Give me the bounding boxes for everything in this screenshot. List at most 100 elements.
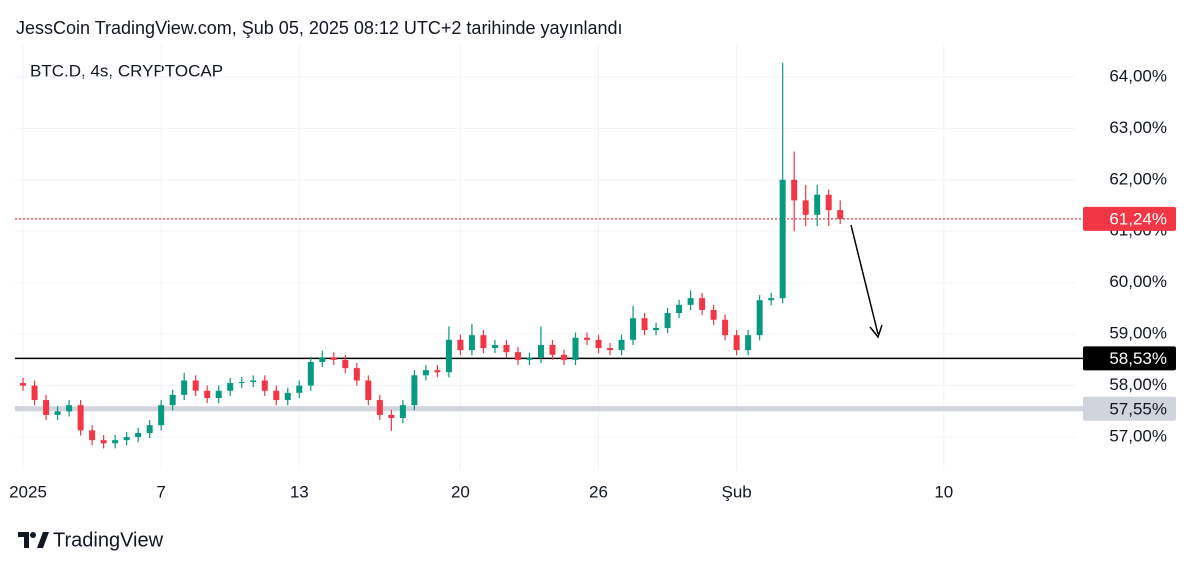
candle-body xyxy=(802,200,809,215)
candle-body xyxy=(123,437,130,441)
annotation-arrow xyxy=(850,224,879,335)
candle-body xyxy=(250,380,257,383)
brand-name: TradingView xyxy=(53,529,164,551)
candle-body xyxy=(227,383,234,391)
candle-body xyxy=(549,344,556,355)
x-tick-label: 26 xyxy=(589,482,608,501)
x-tick-label: 2025 xyxy=(9,482,47,501)
price-badge-label: 61,24% xyxy=(1109,209,1167,228)
candle-body xyxy=(169,394,176,406)
candle-body xyxy=(618,339,625,351)
candle-body xyxy=(699,298,706,310)
candle-body xyxy=(630,318,637,340)
candle-body xyxy=(112,440,119,444)
annotation-arrow-head xyxy=(869,324,883,339)
candle-body xyxy=(457,339,464,351)
candle-body xyxy=(837,210,844,219)
price-badge xyxy=(1083,396,1176,421)
candle-body xyxy=(215,390,222,398)
candle-body xyxy=(745,335,752,351)
candle-body xyxy=(676,304,683,314)
candle-body xyxy=(146,425,153,433)
candle-body xyxy=(664,313,671,328)
candle-body xyxy=(388,414,395,419)
price-badge-label: 58,53% xyxy=(1109,349,1167,368)
candle-body xyxy=(607,348,614,351)
candle-body xyxy=(756,300,763,336)
candle-body xyxy=(468,335,475,351)
candle-body xyxy=(296,385,303,393)
candle-body xyxy=(491,344,498,349)
candle-body xyxy=(342,359,349,369)
candle-body xyxy=(100,440,107,444)
candle-body xyxy=(526,357,533,360)
candle-body xyxy=(814,194,821,215)
candle-body xyxy=(399,405,406,419)
candle-body xyxy=(503,344,510,353)
candle-body xyxy=(158,405,165,426)
candle-body xyxy=(66,405,73,412)
candle-body xyxy=(687,298,694,305)
candle-body xyxy=(238,382,245,384)
x-tick-label: 20 xyxy=(451,482,470,501)
candle-body xyxy=(445,339,452,373)
symbol-info: BTC.D, 4s, CRYPTOCAP xyxy=(30,61,223,80)
candle-body xyxy=(261,380,268,391)
x-tick-label: Şub xyxy=(722,482,752,501)
candle-body xyxy=(181,380,188,395)
candle-body xyxy=(319,357,326,362)
candle-body xyxy=(204,390,211,398)
candle-body xyxy=(733,335,740,351)
candle-body xyxy=(77,405,84,431)
plot-area: 57,00%58,00%59,00%60,00%61,00%62,00%63,0… xyxy=(9,45,1176,501)
candle-body xyxy=(537,344,544,358)
candle-body xyxy=(31,385,38,401)
candle-body xyxy=(434,370,441,373)
candle-body xyxy=(560,354,567,360)
candle-body xyxy=(273,390,280,401)
candle-body xyxy=(307,361,314,386)
x-tick-label: 7 xyxy=(156,482,165,501)
candle-body xyxy=(43,400,50,415)
candle-body xyxy=(653,327,660,331)
candle-body xyxy=(89,430,96,441)
candle-body xyxy=(284,392,291,401)
x-tick-label: 10 xyxy=(934,482,953,501)
candle-body xyxy=(825,194,832,211)
candle-body xyxy=(572,337,579,360)
y-tick-label: 62,00% xyxy=(1109,169,1167,188)
candle-body xyxy=(192,380,199,391)
y-tick-label: 63,00% xyxy=(1109,118,1167,137)
candle-body xyxy=(135,432,142,438)
candle-body xyxy=(480,335,487,349)
y-tick-label: 60,00% xyxy=(1109,272,1167,291)
price-badge xyxy=(1083,206,1176,231)
header-title: JessCoin TradingView.com, Şub 05, 2025 0… xyxy=(16,18,623,38)
candle-body xyxy=(353,368,360,381)
candle-body xyxy=(514,352,521,360)
candle-body xyxy=(791,179,798,201)
candle-body xyxy=(330,357,337,360)
candle-body xyxy=(779,179,786,299)
price-badge-label: 57,55% xyxy=(1109,399,1167,418)
y-tick-label: 64,00% xyxy=(1109,66,1167,85)
candle-body xyxy=(54,411,61,415)
candle-body xyxy=(411,375,418,406)
candle-body xyxy=(422,370,429,376)
y-tick-label: 57,00% xyxy=(1109,427,1167,446)
x-tick-label: 13 xyxy=(290,482,309,501)
candle-body xyxy=(376,400,383,415)
candle-body xyxy=(595,339,602,349)
brand-logo xyxy=(18,532,49,548)
candle-body xyxy=(365,380,372,401)
y-tick-label: 58,00% xyxy=(1109,375,1167,394)
candle-body xyxy=(20,383,27,386)
candle-body xyxy=(710,309,717,320)
candle-body xyxy=(584,337,591,340)
candle-body xyxy=(722,319,729,336)
y-tick-label: 59,00% xyxy=(1109,324,1167,343)
candle-body xyxy=(641,318,648,331)
candle-body xyxy=(768,298,775,301)
price-badge xyxy=(1083,346,1176,371)
